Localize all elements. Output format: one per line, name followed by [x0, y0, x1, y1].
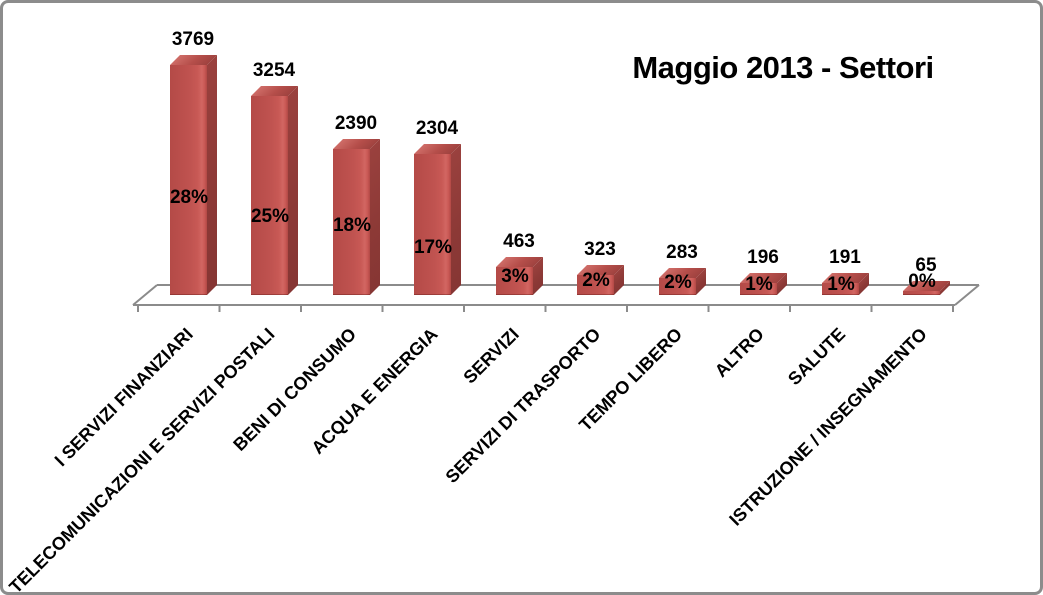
percent-label-i-servizi-finanziari: 28%	[169, 187, 209, 208]
value-label-tempo-libero: 283	[666, 242, 698, 263]
bar-salute	[822, 283, 859, 295]
value-label-beni-di-consumo: 2390	[334, 113, 378, 134]
plot-area: 3769 28% I SERVIZI FINANZIARI 3254 25% TELECO…	[3, 3, 1040, 592]
percent-label-altro: 1%	[745, 274, 773, 295]
value-label-altro: 196	[747, 247, 779, 268]
percent-label-tempo-libero: 2%	[664, 272, 692, 293]
axis-lines-and-ticks	[132, 284, 980, 312]
bar-servizi	[496, 267, 533, 295]
percent-label-servizi: 3%	[501, 266, 529, 287]
percent-label-beni-di-consumo: 18%	[332, 215, 372, 236]
percent-label-salute: 1%	[827, 274, 855, 295]
bar-i-servizi-finanziari	[170, 65, 207, 295]
percent-label-servizi-di-trasporto: 2%	[582, 270, 610, 291]
value-label-servizi-di-trasporto: 323	[584, 239, 616, 260]
percent-label-telecomunicazioni-e-servizi-postali: 25%	[250, 206, 290, 227]
bar-tempo-libero	[659, 278, 696, 295]
floor-axis	[132, 284, 980, 312]
bar-side-face-i-servizi-finanziari	[207, 55, 217, 295]
bar-acqua-e-energia	[414, 154, 451, 295]
percent-label-acqua-e-energia: 17%	[413, 237, 453, 258]
value-label-istruzione-insegnamento: 65	[915, 255, 937, 276]
bar-side-face-acqua-e-energia	[451, 144, 461, 295]
value-label-i-servizi-finanziari: 3769	[171, 29, 215, 50]
bar-servizi-di-trasporto	[577, 275, 614, 295]
percent-label-istruzione-insegnamento: 0%	[908, 271, 936, 292]
bar-side-face-telecomunicazioni-e-servizi-postali	[288, 86, 298, 295]
value-label-acqua-e-energia: 2304	[415, 118, 459, 139]
bar-beni-di-consumo	[333, 149, 370, 295]
value-label-salute: 191	[829, 247, 861, 268]
bar-istruzione-insegnamento	[903, 291, 940, 295]
chart-title: Maggio 2013 - Settori	[632, 50, 934, 85]
value-label-servizi: 463	[503, 231, 535, 252]
bar-telecomunicazioni-e-servizi-postali	[251, 96, 288, 295]
value-label-telecomunicazioni-e-servizi-postali: 3254	[252, 60, 296, 81]
bar-altro	[740, 283, 777, 295]
